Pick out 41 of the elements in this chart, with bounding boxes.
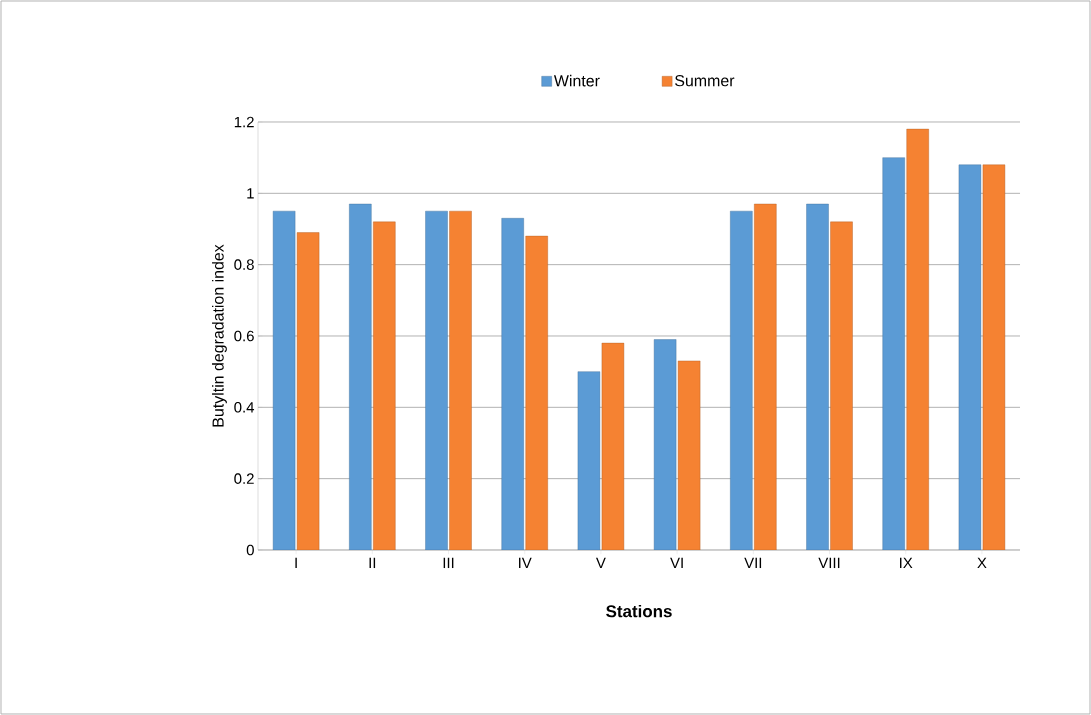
bar bbox=[906, 128, 929, 550]
bar bbox=[677, 360, 701, 550]
bar bbox=[525, 235, 548, 550]
y-tick-label: 0 bbox=[246, 544, 254, 556]
bar bbox=[806, 203, 829, 550]
bar bbox=[296, 232, 320, 550]
x-tick-label: III bbox=[443, 557, 454, 569]
bar bbox=[882, 157, 905, 550]
bar bbox=[754, 203, 777, 550]
bar bbox=[982, 164, 1006, 550]
bar bbox=[272, 210, 296, 550]
y-tick-label: 1.2 bbox=[234, 116, 254, 128]
bar bbox=[425, 210, 448, 550]
x-tick-label: II bbox=[369, 557, 376, 569]
x-tick-label: IV bbox=[519, 557, 532, 569]
x-tick-label: VI bbox=[670, 557, 683, 569]
bar bbox=[501, 218, 524, 550]
x-tick-label: I bbox=[295, 557, 297, 569]
bar bbox=[958, 164, 982, 550]
y-tick-label: 0.8 bbox=[234, 259, 254, 270]
y-tick-label: 1 bbox=[247, 188, 254, 199]
legend-label: Summer bbox=[675, 75, 735, 87]
x-tick-label: V bbox=[595, 557, 606, 569]
x-tick-label: IX bbox=[900, 557, 913, 569]
legend-label: Winter bbox=[553, 74, 600, 87]
x-tick-label: VII bbox=[744, 557, 762, 569]
bar bbox=[373, 221, 396, 550]
y-tick-label: 0.2 bbox=[234, 473, 254, 484]
bar bbox=[730, 210, 753, 550]
bar bbox=[601, 342, 625, 550]
bar bbox=[830, 221, 853, 550]
bar bbox=[349, 203, 372, 550]
x-axis-title: Stations bbox=[606, 604, 672, 618]
bar bbox=[577, 371, 601, 550]
bar bbox=[449, 210, 472, 550]
y-axis-title: Butyltin degradation index bbox=[212, 244, 227, 427]
bar bbox=[653, 339, 677, 550]
x-tick-label: VIII bbox=[818, 557, 840, 569]
x-tick-label: X bbox=[977, 557, 987, 569]
y-tick-label: 0.6 bbox=[234, 330, 254, 342]
y-tick-label: 0.4 bbox=[234, 402, 255, 413]
